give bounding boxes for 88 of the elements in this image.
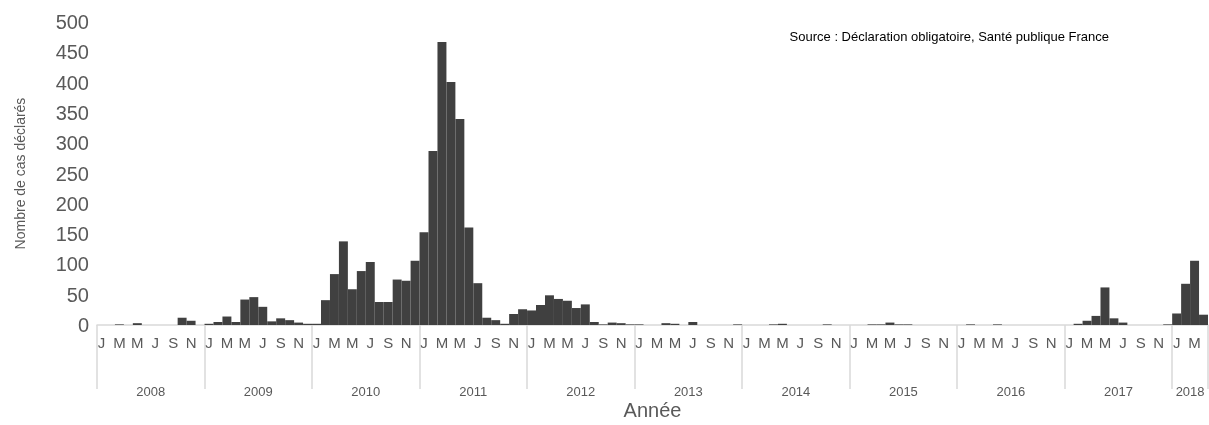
x-tick-label: M bbox=[991, 334, 1004, 351]
text: 2009 bbox=[243, 383, 273, 399]
text: 2017 bbox=[1103, 383, 1133, 399]
x-tick-label: M bbox=[1080, 334, 1094, 351]
text: 2010 bbox=[351, 383, 381, 399]
x-tick-label: M bbox=[131, 334, 144, 351]
y-tick-label: 300 bbox=[55, 132, 89, 155]
x-tick-label: N bbox=[1153, 334, 1165, 351]
x-tick-label: J bbox=[689, 334, 697, 351]
x-tick-label: M bbox=[346, 334, 359, 351]
x-tick-label: J bbox=[957, 334, 966, 351]
x-tick-label: M bbox=[973, 334, 986, 351]
x-tick-label: N bbox=[293, 334, 305, 351]
x-tick-label: J bbox=[581, 334, 590, 351]
x-tick-label: M bbox=[328, 334, 341, 351]
y-tick-label: 450 bbox=[55, 41, 89, 64]
x-tick-label: J bbox=[259, 334, 267, 351]
x-tick-label: J bbox=[850, 334, 858, 351]
x-tick-label: J bbox=[1011, 334, 1020, 351]
x-tick-label: S bbox=[383, 334, 394, 351]
text: 2014 bbox=[781, 383, 811, 399]
x-tick-label: N bbox=[938, 334, 950, 351]
x-tick-label: M bbox=[435, 334, 449, 351]
text: 2008 bbox=[136, 383, 166, 399]
x-tick-label: N bbox=[400, 334, 412, 351]
y-tick-label: 500 bbox=[55, 11, 89, 33]
x-tick-label: S bbox=[1135, 334, 1146, 351]
bar bbox=[688, 321, 698, 325]
x-axis-title: Année bbox=[623, 399, 682, 421]
y-axis-title: Nombre de cas déclarés bbox=[12, 97, 28, 250]
x-tick-label: J bbox=[1065, 334, 1073, 351]
x-tick-label: N bbox=[185, 334, 197, 351]
text: 2011 bbox=[459, 383, 488, 399]
y-tick-label: 0 bbox=[77, 314, 89, 336]
x-tick-label: J bbox=[1172, 334, 1181, 351]
x-tick-label: S bbox=[168, 334, 179, 351]
y-tick-label: 250 bbox=[55, 162, 89, 185]
x-tick-label: M bbox=[650, 334, 664, 351]
text: 2013 bbox=[673, 383, 703, 399]
x-tick-label: S bbox=[1028, 334, 1039, 351]
x-tick-label: M bbox=[865, 334, 879, 351]
x-tick-label: M bbox=[561, 334, 574, 351]
text: 2015 bbox=[888, 383, 918, 399]
x-tick-label: N bbox=[615, 334, 627, 351]
x-tick-label: J bbox=[420, 334, 428, 351]
x-tick-label: J bbox=[151, 334, 159, 351]
x-tick-label: J bbox=[474, 334, 482, 351]
x-tick-label: M bbox=[453, 334, 467, 351]
x-tick-label: M bbox=[1098, 334, 1112, 351]
x-tick-label: N bbox=[508, 334, 520, 351]
y-tick-label: 100 bbox=[55, 253, 89, 276]
annotation: Source : Déclaration obligatoire, Santé publique France bbox=[789, 29, 1110, 44]
x-tick-label: M bbox=[1188, 334, 1201, 351]
y-tick-label: 50 bbox=[66, 283, 89, 306]
x-tick-label: J bbox=[366, 334, 375, 351]
x-tick-label: M bbox=[238, 334, 252, 351]
x-tick-label: N bbox=[1045, 334, 1057, 351]
x-tick-label: J bbox=[1119, 334, 1127, 351]
x-tick-label: J bbox=[796, 334, 805, 351]
y-tick-label: 350 bbox=[55, 101, 89, 124]
x-tick-label: J bbox=[527, 334, 536, 351]
x-tick-label: S bbox=[275, 334, 286, 351]
y-tick-label: 150 bbox=[55, 223, 89, 246]
x-tick-label: N bbox=[723, 334, 735, 351]
y-tick-label: 200 bbox=[55, 192, 89, 215]
x-tick-label: J bbox=[205, 334, 213, 351]
x-tick-label: S bbox=[598, 334, 609, 351]
x-tick-label: S bbox=[813, 334, 824, 351]
x-tick-label: J bbox=[904, 334, 912, 351]
x-tick-label: J bbox=[97, 334, 106, 351]
x-tick-label: S bbox=[705, 334, 716, 351]
x-tick-label: M bbox=[758, 334, 771, 351]
x-tick-label: M bbox=[668, 334, 682, 351]
y-tick-label: 400 bbox=[55, 71, 89, 94]
x-tick-label: M bbox=[113, 334, 126, 351]
x-tick-label: M bbox=[883, 334, 897, 351]
x-tick-label: M bbox=[776, 334, 789, 351]
text: 2012 bbox=[566, 383, 596, 399]
x-tick-label: J bbox=[635, 334, 643, 351]
x-tick-label: J bbox=[742, 334, 751, 351]
x-tick-label: S bbox=[920, 334, 931, 351]
x-tick-label: S bbox=[490, 334, 501, 351]
text: 2018 bbox=[1175, 383, 1205, 399]
x-tick-label: N bbox=[830, 334, 842, 351]
x-tick-label: M bbox=[220, 334, 234, 351]
x-tick-label: J bbox=[312, 334, 321, 351]
text: 2016 bbox=[996, 383, 1026, 399]
x-tick-label: M bbox=[543, 334, 556, 351]
